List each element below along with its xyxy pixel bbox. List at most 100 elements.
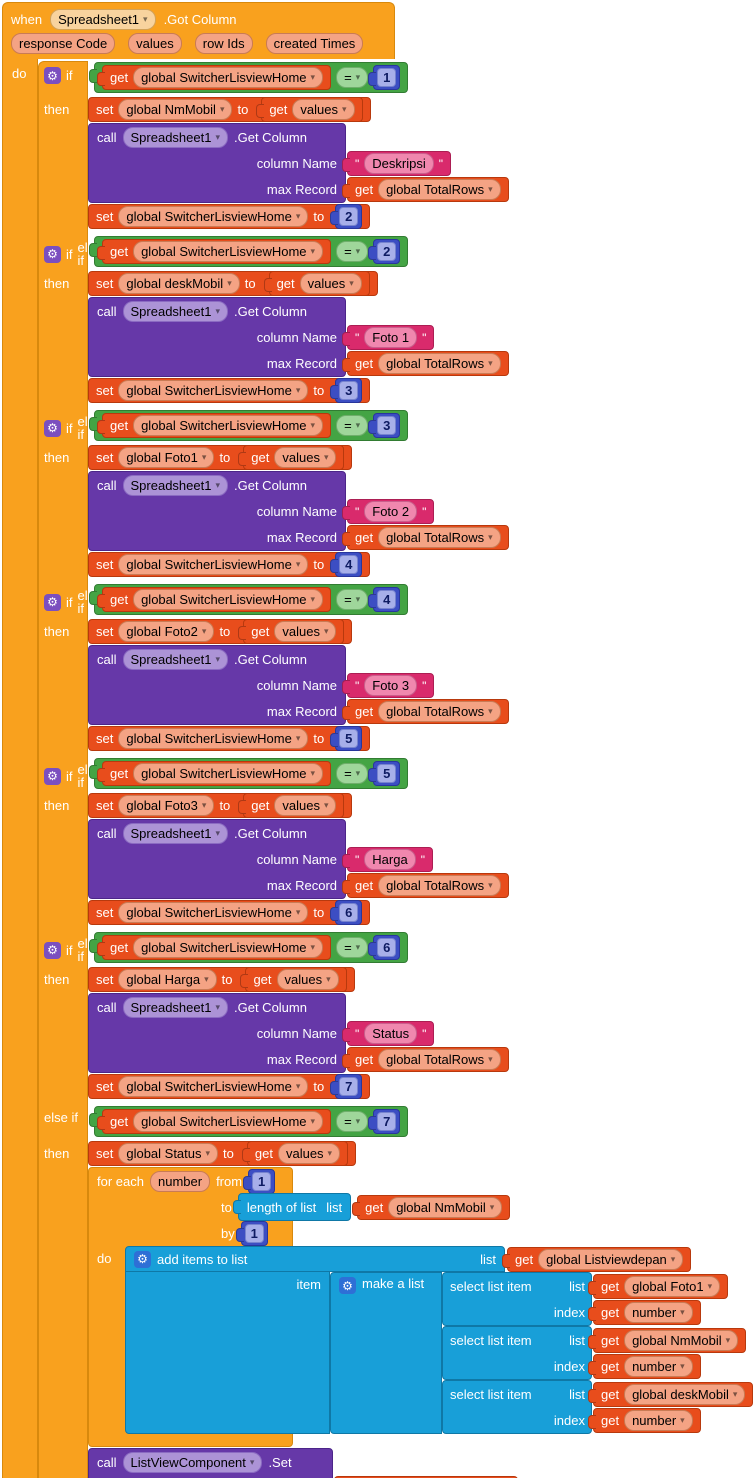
logic-compare-block[interactable]: get global SwitcherLisviewHome ▾ = ▾ 1: [88, 62, 409, 93]
text-value[interactable]: Deskripsi: [364, 153, 434, 174]
select-list-item-block[interactable]: select list item list get global Foto1 ▾ …: [442, 1272, 729, 1326]
variable-dropdown[interactable]: global SwitcherLisviewHome ▾: [118, 554, 309, 575]
set-variable-block[interactable]: set global SwitcherLisviewHome ▾ to 7: [88, 1074, 371, 1099]
operator-dropdown[interactable]: = ▾: [336, 763, 369, 784]
get-variable-block[interactable]: get global NmMobil ▾: [352, 1194, 511, 1220]
get-variable-block[interactable]: get global SwitcherLisviewHome ▾: [96, 413, 332, 438]
get-variable-block[interactable]: get number ▾: [588, 1300, 701, 1325]
variable-dropdown[interactable]: global SwitcherLisviewHome ▾: [133, 1111, 324, 1132]
get-variable-block[interactable]: get global NmMobil ▾: [587, 1328, 747, 1353]
variable-dropdown[interactable]: values ▾: [276, 969, 339, 990]
variable-dropdown[interactable]: global SwitcherLisviewHome ▾: [133, 415, 324, 436]
mutator-gear-icon[interactable]: ⚙: [44, 941, 61, 959]
add-items-to-list-block[interactable]: ⚙ add items to list list get: [125, 1246, 753, 1434]
variable-dropdown[interactable]: global Foto3 ▾: [118, 795, 215, 816]
variable-dropdown[interactable]: global Foto1 ▾: [118, 447, 215, 468]
number-value[interactable]: 1: [377, 68, 397, 87]
get-variable-block[interactable]: get values ▾: [240, 967, 347, 992]
number-value[interactable]: 5: [339, 729, 359, 748]
call-method-block[interactable]: call Spreadsheet1 ▾ .Get Column column Na…: [88, 993, 509, 1073]
variable-dropdown[interactable]: global NmMobil ▾: [388, 1196, 503, 1218]
set-variable-block[interactable]: set global SwitcherLisviewHome ▾ to 3: [88, 378, 371, 403]
math-number-block[interactable]: 5: [368, 761, 401, 786]
logic-compare-block[interactable]: get global SwitcherLisviewHome ▾ = ▾ 3: [88, 410, 409, 441]
get-variable-block[interactable]: get values ▾: [256, 97, 363, 122]
variable-dropdown[interactable]: global SwitcherLisviewHome ▾: [133, 763, 324, 784]
if-branch[interactable]: ⚙ if else if get global SwitcherLisviewH…: [38, 235, 509, 403]
variable-dropdown[interactable]: global Status ▾: [118, 1143, 219, 1164]
get-variable-block[interactable]: get global TotalRows ▾: [342, 873, 509, 898]
math-number-block[interactable]: 3: [330, 378, 363, 403]
component-dropdown[interactable]: Spreadsheet1 ▾: [122, 822, 228, 844]
variable-dropdown[interactable]: global SwitcherLisviewHome ▾: [118, 902, 309, 923]
variable-dropdown[interactable]: global SwitcherLisviewHome ▾: [118, 1076, 309, 1097]
call-method-block[interactable]: call Spreadsheet1 ▾ .Get Column column Na…: [88, 297, 509, 377]
text-string-block[interactable]: " Deskripsi ": [342, 151, 451, 176]
logic-compare-block[interactable]: get global SwitcherLisviewHome ▾ = ▾ 6: [88, 932, 409, 963]
get-variable-block[interactable]: get values ▾: [241, 1141, 349, 1166]
set-variable-block[interactable]: set global SwitcherLisviewHome ▾ to 6: [88, 900, 371, 925]
operator-dropdown[interactable]: = ▾: [336, 415, 369, 436]
math-number-block[interactable]: 1: [368, 65, 401, 90]
number-value[interactable]: 4: [377, 590, 397, 609]
variable-dropdown[interactable]: global SwitcherLisviewHome ▾: [133, 589, 324, 610]
if-branch[interactable]: ⚙ if else if get global SwitcherLisviewH…: [38, 757, 509, 925]
if-branch[interactable]: ⚙ if else if get global SwitcherLisviewH…: [38, 583, 509, 751]
event-header[interactable]: when Spreadsheet1 ▾ .Got Column response …: [2, 2, 395, 59]
variable-dropdown[interactable]: values ▾: [274, 447, 337, 468]
logic-compare-block[interactable]: get global SwitcherLisviewHome ▾ = ▾ 5: [88, 758, 409, 789]
mutator-gear-icon[interactable]: ⚙: [44, 593, 61, 611]
get-variable-block[interactable]: get global SwitcherLisviewHome ▾: [96, 761, 332, 786]
get-variable-block[interactable]: get number ▾: [588, 1354, 701, 1379]
logic-compare-block[interactable]: get global SwitcherLisviewHome ▾ = ▾ 7: [88, 1106, 409, 1137]
component-dropdown[interactable]: Spreadsheet1 ▾: [122, 300, 228, 322]
number-value[interactable]: 3: [377, 416, 397, 435]
get-variable-block[interactable]: get global TotalRows ▾: [342, 351, 509, 376]
set-variable-block[interactable]: set global Foto3 ▾ to get values ▾: [88, 793, 353, 818]
number-value[interactable]: 6: [339, 903, 359, 922]
set-variable-block[interactable]: set global Foto2 ▾ to get values ▾: [88, 619, 353, 644]
call-method-block[interactable]: call Spreadsheet1 ▾ .Get Column column Na…: [88, 471, 509, 551]
if-branch[interactable]: ⚙ if else if get global SwitcherLisviewH…: [38, 409, 509, 577]
set-variable-block[interactable]: set global Harga ▾ to get values ▾: [88, 967, 355, 992]
math-number-block[interactable]: 4: [330, 552, 363, 577]
math-number-block[interactable]: 6: [330, 900, 363, 925]
number-value[interactable]: 2: [377, 242, 397, 261]
component-dropdown[interactable]: Spreadsheet1 ▾: [50, 8, 156, 30]
variable-dropdown[interactable]: global deskMobil ▾: [624, 1384, 746, 1405]
variable-dropdown[interactable]: global TotalRows ▾: [378, 875, 501, 896]
get-variable-block[interactable]: get global SwitcherLisviewHome ▾: [96, 587, 332, 612]
get-variable-block[interactable]: get global TotalRows ▾: [342, 177, 509, 202]
variable-dropdown[interactable]: global Listviewdepan ▾: [538, 1249, 684, 1270]
set-variable-block[interactable]: set global Status ▾ to get values ▾: [88, 1141, 357, 1166]
operator-dropdown[interactable]: = ▾: [336, 589, 369, 610]
math-number-block[interactable]: 2: [368, 239, 401, 264]
number-value[interactable]: 1: [244, 1223, 264, 1243]
component-dropdown[interactable]: ListViewComponent ▾: [122, 1451, 263, 1473]
length-of-list-block[interactable]: length of list list: [232, 1193, 352, 1221]
variable-dropdown[interactable]: global SwitcherLisviewHome ▾: [133, 241, 324, 262]
for-each-block[interactable]: for each number from 1 to: [88, 1167, 753, 1447]
variable-dropdown[interactable]: global SwitcherLisviewHome ▾: [118, 206, 309, 227]
text-value[interactable]: Foto 2: [364, 501, 418, 522]
mutator-gear-icon[interactable]: ⚙: [44, 419, 61, 437]
set-variable-block[interactable]: set global SwitcherLisviewHome ▾ to 4: [88, 552, 371, 577]
logic-compare-block[interactable]: get global SwitcherLisviewHome ▾ = ▾ 2: [88, 236, 409, 267]
math-number-block[interactable]: 2: [330, 204, 363, 229]
number-value[interactable]: 2: [339, 207, 359, 226]
get-variable-block[interactable]: get values ▾: [263, 271, 370, 296]
operator-dropdown[interactable]: = ▾: [336, 241, 369, 262]
get-variable-block[interactable]: get global SwitcherLisviewHome ▾: [96, 239, 332, 264]
variable-dropdown[interactable]: global NmMobil ▾: [624, 1330, 739, 1351]
if-branch-final[interactable]: else if get global SwitcherLisviewHome ▾ …: [38, 1105, 753, 1478]
get-variable-block[interactable]: get global TotalRows ▾: [342, 525, 509, 550]
math-number-block[interactable]: 5: [330, 726, 363, 751]
math-number-block[interactable]: 6: [368, 935, 401, 960]
make-a-list-block[interactable]: ⚙ make a list select list item list get …: [330, 1272, 753, 1434]
number-value[interactable]: 4: [339, 555, 359, 574]
math-number-block[interactable]: 1: [235, 1220, 268, 1246]
if-branch[interactable]: ⚙ if else if get global SwitcherLisviewH…: [38, 61, 509, 229]
get-variable-block[interactable]: get values ▾: [238, 793, 345, 818]
